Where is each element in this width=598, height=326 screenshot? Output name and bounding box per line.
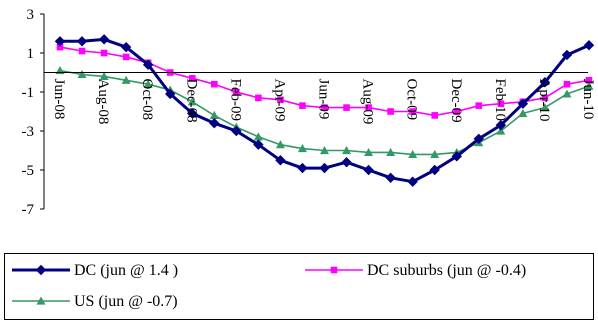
data-point-diamond <box>495 119 507 131</box>
data-point-square <box>541 94 549 102</box>
data-point-diamond <box>165 88 176 100</box>
x-tick-label: Aug-08 <box>95 79 111 125</box>
data-point-diamond <box>363 164 374 176</box>
x-tick-label: Jun-10 <box>580 79 596 120</box>
data-point-diamond <box>35 264 47 276</box>
plot-area <box>54 34 595 187</box>
data-point-square <box>233 88 240 96</box>
data-point-square <box>343 104 350 111</box>
data-point-square <box>409 108 416 115</box>
data-point-triangle <box>99 71 109 80</box>
data-point-square <box>321 104 328 111</box>
data-point-diamond <box>209 117 220 129</box>
data-point-triangle <box>540 103 550 112</box>
data-point-triangle <box>430 149 440 158</box>
x-tick-label: Aug-09 <box>360 79 376 125</box>
data-point-triangle <box>36 296 46 305</box>
data-point-square <box>100 49 108 57</box>
data-point-diamond <box>341 156 352 168</box>
data-point-triangle <box>496 126 506 135</box>
x-tick-label: Jun-09 <box>316 79 332 120</box>
data-point-triangle <box>584 81 594 90</box>
data-point-triangle <box>562 89 572 98</box>
data-point-diamond <box>297 162 308 174</box>
data-point-diamond <box>517 98 529 109</box>
y-tick-label: 3 <box>27 7 35 23</box>
legend-label: US (jun @ -0.7) <box>74 293 178 310</box>
data-point-square <box>122 53 130 61</box>
data-point-diamond <box>429 164 440 176</box>
data-point-triangle <box>364 147 374 157</box>
x-tick-label: Feb-10 <box>492 79 508 122</box>
data-point-square <box>188 75 196 82</box>
x-tick-label: Feb-09 <box>227 79 243 122</box>
data-point-square <box>431 112 439 119</box>
data-point-diamond <box>319 162 330 174</box>
data-point-diamond <box>583 39 595 51</box>
data-point-triangle <box>297 144 307 153</box>
data-point-diamond <box>98 34 110 45</box>
data-point-triangle <box>209 110 219 119</box>
y-tick-label: -1 <box>22 85 35 101</box>
legend-label: DC (jun @ 1.4 ) <box>74 262 178 279</box>
data-point-triangle <box>77 69 87 79</box>
data-point-square <box>330 266 338 274</box>
data-point-triangle <box>342 146 352 155</box>
legend-box <box>4 253 594 320</box>
data-point-square <box>453 108 461 115</box>
data-point-square <box>210 80 218 88</box>
data-point-diamond <box>142 59 154 70</box>
x-tick-label: Dec-08 <box>183 79 199 123</box>
x-axis: Jun-08 Aug-08 Oct-08 Dec-08 Feb-09 Apr-09 Jun-… <box>44 72 596 125</box>
y-tick-label: -5 <box>22 163 35 179</box>
y-tick-label: 1 <box>27 46 35 62</box>
data-point-triangle <box>275 140 285 149</box>
data-point-diamond <box>275 155 286 166</box>
data-point-diamond <box>473 133 484 145</box>
data-point-diamond <box>187 108 198 119</box>
data-point-diamond <box>253 139 264 150</box>
data-point-triangle <box>187 97 197 106</box>
x-tick-label: Oct-09 <box>404 79 420 121</box>
legend: DC (jun @ 1.4 ) DC suburbs (jun @ -0.4) US… <box>4 253 594 320</box>
data-point-triangle <box>518 108 528 118</box>
legend-label: DC suburbs (jun @ -0.4) <box>367 262 526 279</box>
data-point-triangle <box>121 75 131 84</box>
data-point-diamond <box>407 176 418 187</box>
data-point-diamond <box>385 172 396 184</box>
data-point-triangle <box>408 149 418 158</box>
x-tick-label: Oct-08 <box>139 79 155 121</box>
data-point-square <box>563 80 571 88</box>
x-tick-label: Apr-09 <box>271 79 287 122</box>
data-point-diamond <box>561 49 573 61</box>
data-point-square <box>585 77 593 84</box>
data-point-square <box>497 100 505 107</box>
data-point-diamond <box>76 36 88 47</box>
data-point-square <box>255 94 262 102</box>
data-point-square <box>475 102 483 109</box>
data-point-diamond <box>539 77 551 88</box>
data-point-diamond <box>231 125 242 137</box>
data-point-diamond <box>120 41 132 53</box>
x-tick-label: Apr-10 <box>536 79 552 122</box>
data-point-triangle <box>143 79 153 88</box>
data-point-square <box>277 96 284 104</box>
data-point-square <box>56 43 64 51</box>
data-point-square <box>78 47 86 55</box>
x-tick-label: Dec-09 <box>448 79 464 123</box>
data-point-square <box>365 104 372 111</box>
data-point-square <box>387 108 394 115</box>
x-tick-label: Jun-08 <box>51 79 67 120</box>
data-point-diamond <box>451 151 462 162</box>
data-point-triangle <box>386 147 396 157</box>
y-tick-label: -7 <box>22 202 35 218</box>
y-tick-label: -3 <box>22 124 35 140</box>
data-point-triangle <box>253 132 263 141</box>
data-point-diamond <box>54 36 66 47</box>
y-axis: 3 1 -1 -3 -5 -7 <box>22 7 45 218</box>
data-point-square <box>299 102 306 109</box>
data-point-triangle <box>320 146 329 155</box>
